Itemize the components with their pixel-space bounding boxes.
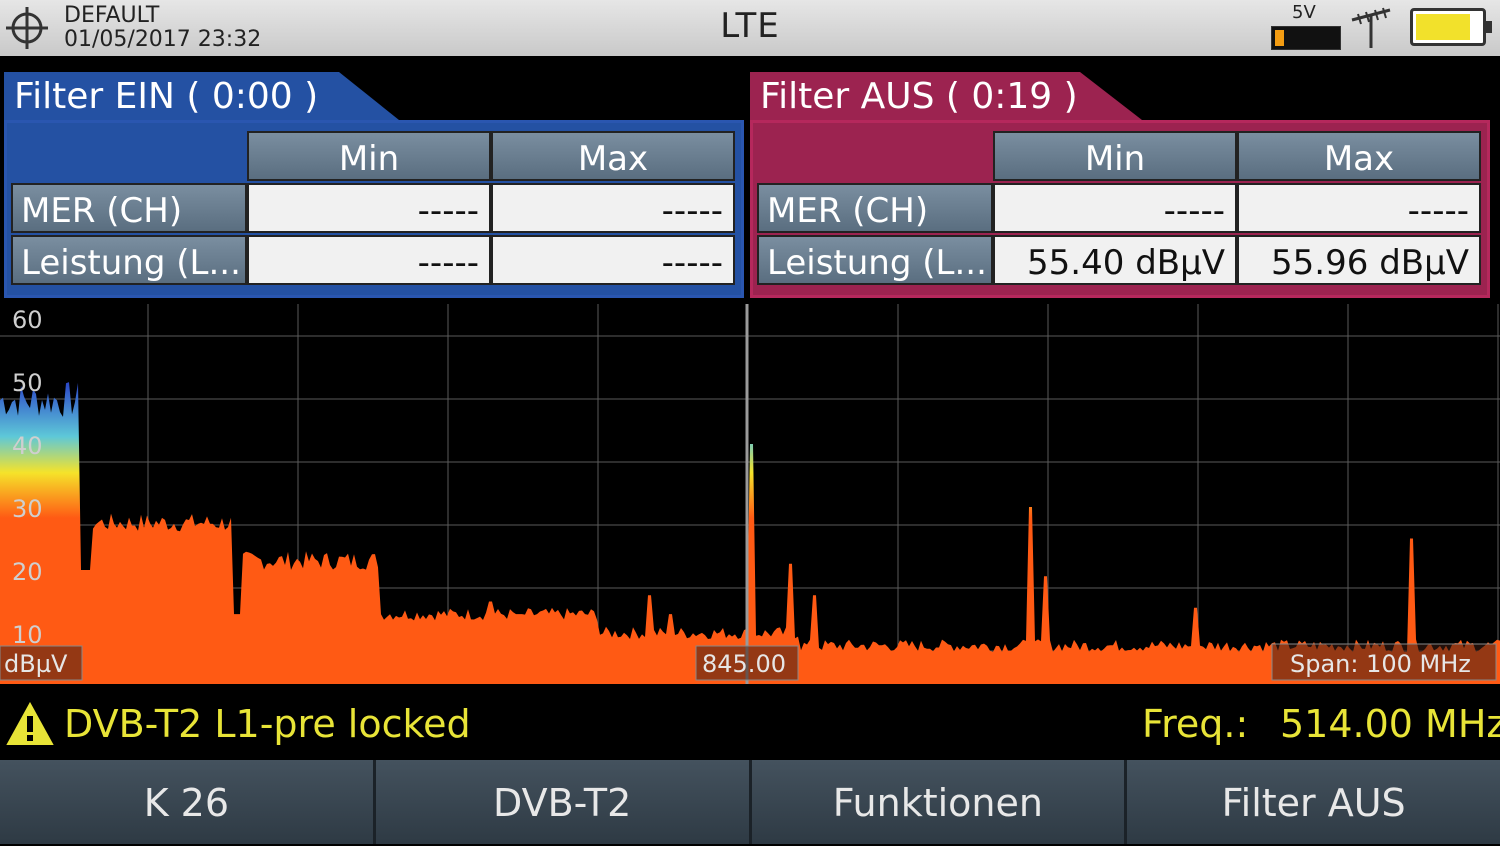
ext-power-indicator [1271, 26, 1341, 50]
mer-max-value: ----- [1237, 183, 1481, 233]
y-axis-ticks: 60 50 40 30 20 10 [12, 306, 43, 649]
antenna-icon [1351, 7, 1391, 48]
standard-softkey[interactable]: DVB-T2 [375, 760, 752, 844]
filter-toggle-softkey[interactable]: Filter AUS [1127, 760, 1500, 844]
span-label: Span: 100 MHz [1290, 650, 1471, 678]
span-box [1271, 643, 1497, 681]
channel-softkey[interactable]: K 26 [0, 760, 376, 844]
status-line: DVB-T2 L1-pre locked Freq.: 514.00 MHz [0, 688, 1500, 760]
functions-softkey[interactable]: Funktionen [751, 760, 1128, 844]
y-tick-label: 40 [12, 432, 43, 460]
date-time: 01/05/2017 23:32 [64, 27, 262, 52]
filter-on-title: Filter EIN ( 0:00 ) [4, 72, 399, 120]
row-label-mer: MER (CH) [11, 183, 247, 233]
row-label-power: Leistung (L... [11, 235, 247, 285]
battery-icon [1410, 8, 1492, 46]
softkey-bar: K 26 DVB-T2 Funktionen Filter AUS [0, 760, 1500, 844]
row-label-mer: MER (CH) [757, 183, 993, 233]
col-min-header: Min [247, 131, 491, 181]
supply-voltage: 5V [1292, 2, 1316, 23]
mode-title: LTE [720, 6, 780, 46]
center-frequency: 845.00 [702, 650, 786, 678]
unit-box [0, 645, 83, 681]
y-tick-label: 20 [12, 558, 43, 586]
y-unit-label: dBµV [4, 650, 68, 678]
power-max-value: 55.96 dBµV [1237, 235, 1481, 285]
spectrum-trace-area [0, 382, 1500, 684]
status-bar: DEFAULT 01/05/2017 23:32 LTE 5V [0, 0, 1500, 56]
y-tick-label: 50 [12, 369, 43, 397]
y-tick-label: 30 [12, 495, 43, 523]
col-min-header: Min [993, 131, 1237, 181]
frequency-value: 514.00 MHz [1280, 702, 1500, 746]
mer-max-value: ----- [491, 183, 735, 233]
power-min-value: 55.40 dBµV [993, 235, 1237, 285]
warning-icon [6, 702, 54, 745]
row-label-power: Leistung (L... [757, 235, 993, 285]
filter-off-title: Filter AUS ( 0:19 ) [750, 72, 1142, 120]
col-max-header: Max [1237, 131, 1481, 181]
power-max-value: ----- [491, 235, 735, 285]
profile-name: DEFAULT [64, 3, 160, 28]
filter-off-panel: Filter AUS ( 0:19 ) Min Max MER (CH) ---… [750, 72, 1490, 298]
profile-info: DEFAULT 01/05/2017 23:32 [64, 4, 261, 52]
center-freq-box [695, 645, 799, 681]
spectrum-display[interactable]: 60 50 40 30 20 10 dBµV 845.00 Span: 100 MHz [0, 304, 1500, 684]
mer-min-value: ----- [993, 183, 1237, 233]
col-max-header: Max [491, 131, 735, 181]
filter-on-panel: Filter EIN ( 0:00 ) Min Max MER (CH) ---… [4, 72, 744, 298]
power-min-value: ----- [247, 235, 491, 285]
crosshair-icon [6, 7, 48, 49]
spectrum-trace [0, 382, 1500, 684]
y-tick-label: 10 [12, 621, 43, 649]
frequency-label: Freq.: [1142, 702, 1249, 746]
mer-min-value: ----- [247, 183, 491, 233]
lock-status-message: DVB-T2 L1-pre locked [64, 702, 471, 746]
filter-off-table: Min Max MER (CH) ----- ----- Leistung (L… [750, 120, 1490, 298]
y-tick-label: 60 [12, 306, 43, 334]
filter-on-table: Min Max MER (CH) ----- ----- Leistung (L… [4, 120, 744, 298]
